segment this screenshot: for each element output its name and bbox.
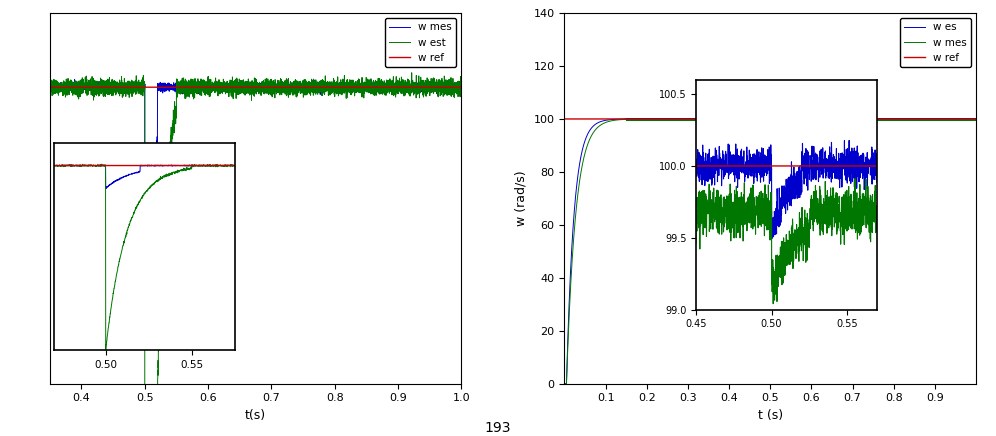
w est: [441, 87, 453, 92]
w est: [410, 89, 422, 94]
w ref: [82, 85, 94, 90]
Y-axis label: w (rad/s): w (rad/s): [515, 170, 528, 226]
w est: [455, 86, 467, 92]
w ref: [441, 85, 453, 90]
w es: [760, 116, 772, 122]
w es: [950, 116, 962, 121]
w mes: [69, 77, 81, 82]
w mes: [175, 83, 187, 89]
w ref: [243, 85, 255, 90]
Legend: w mes, w est, w ref: w mes, w est, w ref: [385, 18, 456, 67]
w ref: [639, 116, 651, 122]
w mes: [948, 117, 960, 122]
Line: w es: w es: [565, 118, 976, 384]
w mes: [243, 85, 255, 90]
w mes: [44, 85, 56, 90]
w mes: [583, 138, 595, 143]
X-axis label: t(s): t(s): [245, 409, 266, 422]
w mes: [760, 117, 772, 123]
w est: [82, 88, 94, 93]
w mes: [561, 381, 573, 386]
w es: [583, 129, 595, 134]
w mes: [576, 167, 588, 172]
w mes: [286, 87, 298, 92]
w ref: [175, 85, 187, 90]
w mes: [139, 284, 151, 289]
w ref: [455, 85, 467, 90]
w ref: [970, 116, 982, 122]
w es: [576, 151, 588, 157]
Line: w est: w est: [50, 73, 461, 436]
w ref: [583, 116, 595, 122]
w mes: [919, 116, 931, 122]
w mes: [441, 84, 453, 89]
w est: [44, 89, 56, 94]
w mes: [639, 117, 651, 122]
w ref: [561, 116, 573, 122]
w mes: [559, 381, 571, 386]
w es: [948, 116, 960, 121]
w es: [559, 381, 571, 386]
w es: [561, 381, 573, 386]
w mes: [455, 84, 467, 89]
w es: [970, 116, 982, 122]
w ref: [286, 85, 298, 90]
w mes: [970, 118, 982, 123]
w ref: [44, 85, 56, 90]
w es: [639, 116, 651, 122]
w est: [405, 70, 417, 75]
Line: w mes: w mes: [565, 119, 976, 384]
w ref: [410, 85, 422, 90]
Line: w mes: w mes: [50, 79, 461, 286]
w est: [243, 81, 255, 86]
w ref: [948, 116, 960, 122]
Legend: w es, w mes, w ref: w es, w mes, w ref: [899, 18, 971, 67]
w mes: [82, 86, 94, 92]
w mes: [410, 81, 422, 86]
w ref: [760, 116, 772, 122]
w ref: [559, 116, 571, 122]
w ref: [576, 116, 588, 122]
w est: [175, 85, 187, 91]
w est: [286, 83, 298, 88]
Text: 193: 193: [485, 421, 511, 435]
X-axis label: t (s): t (s): [758, 409, 783, 422]
